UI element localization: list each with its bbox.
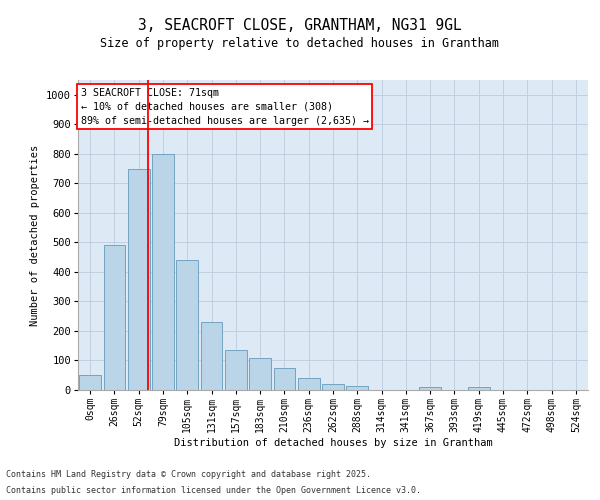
Bar [176,260,198,390]
Bar [225,350,247,390]
Bar [419,387,441,390]
X-axis label: Distribution of detached houses by size in Grantham: Distribution of detached houses by size … [173,438,493,448]
Bar [104,246,125,390]
Bar [468,387,490,390]
Text: Contains HM Land Registry data © Crown copyright and database right 2025.: Contains HM Land Registry data © Crown c… [6,470,371,479]
Text: 3 SEACROFT CLOSE: 71sqm
← 10% of detached houses are smaller (308)
89% of semi-d: 3 SEACROFT CLOSE: 71sqm ← 10% of detache… [80,88,368,126]
Bar [346,386,368,390]
Bar [322,384,344,390]
Bar [298,378,320,390]
Text: Contains public sector information licensed under the Open Government Licence v3: Contains public sector information licen… [6,486,421,495]
Bar [79,375,101,390]
Text: Size of property relative to detached houses in Grantham: Size of property relative to detached ho… [101,38,499,51]
Bar [128,168,149,390]
Bar [152,154,174,390]
Bar [249,358,271,390]
Y-axis label: Number of detached properties: Number of detached properties [31,144,41,326]
Bar [200,322,223,390]
Text: 3, SEACROFT CLOSE, GRANTHAM, NG31 9GL: 3, SEACROFT CLOSE, GRANTHAM, NG31 9GL [138,18,462,32]
Bar [274,368,295,390]
